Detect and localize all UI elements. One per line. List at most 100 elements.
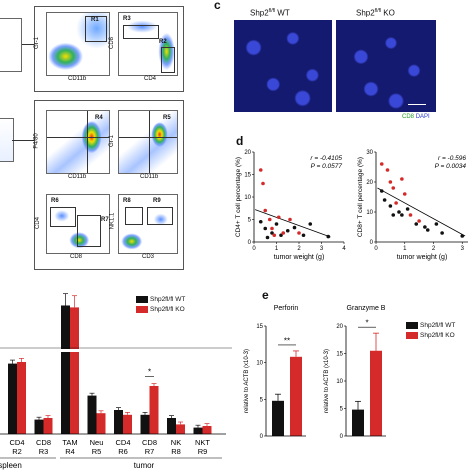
legend-swatch-ko: [406, 332, 418, 339]
gate-label: R3: [123, 16, 131, 22]
gate-label: R4: [95, 115, 103, 121]
gate-r9[interactable]: [147, 207, 173, 225]
gate-label: R8: [123, 198, 131, 204]
data-point-wt: [388, 204, 393, 208]
significance-mark: *: [365, 319, 368, 328]
if-image-ko: [336, 20, 436, 112]
legend-label-wt: Shp2fl/fl WT: [150, 296, 186, 303]
data-point-ko: [297, 231, 301, 235]
gate-r8[interactable]: [125, 207, 143, 225]
gate-r6[interactable]: [50, 207, 76, 227]
bar-ko: [370, 350, 382, 436]
axis-label: CD11b: [68, 76, 87, 82]
gate-r2[interactable]: [161, 47, 175, 73]
y-tick-label: 5: [340, 407, 344, 413]
gate-r3[interactable]: [123, 25, 159, 39]
data-point-wt: [279, 233, 283, 238]
stat-r: r = -0.596: [438, 155, 466, 162]
gate-r1[interactable]: [85, 16, 107, 42]
y-tick-label: 15: [336, 352, 343, 358]
legend-label-ko: Shp2fl/fl KO: [420, 332, 455, 339]
panel-c-title-ko: Shp2fl/fl KO: [356, 8, 395, 18]
y-tick-label: 5: [260, 397, 264, 403]
category-region: R8: [171, 447, 181, 456]
y-tick-label: 10: [256, 361, 263, 367]
x-tick-label: 3: [320, 246, 324, 252]
x-tick-label: 2: [432, 246, 436, 252]
gate-r7[interactable]: [77, 215, 101, 247]
bar-ko: [123, 414, 132, 434]
y-tick-label: 15: [244, 173, 251, 179]
bar-wt: [8, 363, 17, 434]
data-point-wt: [301, 233, 306, 238]
data-point-ko: [391, 186, 396, 190]
data-point-wt: [265, 235, 270, 240]
legend-e: Shp2fl/fl WT Shp2fl/fl KO: [406, 322, 455, 339]
data-point-wt: [440, 231, 444, 235]
regression-line: [377, 187, 466, 237]
bar-wt: [272, 400, 284, 436]
data-point-wt: [414, 222, 419, 226]
scale-bar: [408, 104, 426, 105]
legend-e-wt: Shp2fl/fl WT: [406, 322, 455, 329]
category-label: CD4: [9, 438, 24, 447]
y-tick-label: 20: [336, 324, 343, 330]
quadrant-line-v: [149, 111, 150, 173]
flow-plot-6: R8 R9: [118, 194, 178, 254]
data-point-ko: [402, 192, 407, 196]
y-axis-title: relative to ACTB (x10-3): [324, 349, 330, 413]
axis-label: CD3: [142, 254, 155, 260]
y-axis-title: CD8+ T cell percentage (%): [357, 157, 364, 237]
data-point-wt: [423, 225, 427, 229]
gating-arrow-2: [12, 140, 36, 141]
flow-plot-1: R1: [46, 12, 110, 76]
data-point-ko: [281, 231, 286, 235]
bar-ko: [17, 362, 26, 434]
category-region: R7: [145, 447, 155, 456]
significance-mark: *: [148, 367, 151, 376]
category-label: Neu: [90, 438, 104, 447]
data-point-wt: [258, 219, 263, 224]
flow-plot-2: R3 R2: [118, 12, 178, 76]
data-point-wt: [425, 228, 430, 232]
data-point-ko: [267, 217, 272, 222]
data-point-ko: [261, 181, 265, 186]
gate-label: R6: [51, 198, 59, 204]
x-tick-label: 1: [275, 246, 279, 252]
data-point-ko: [379, 162, 384, 166]
bar-granzyme: Granzyme B 0 5 10 15 20 relative to ACTB (x10-…: [324, 305, 386, 440]
y-tick-label: 0: [260, 434, 264, 440]
stain-dapi-label: DAPI: [415, 114, 430, 120]
data-point-wt: [382, 198, 387, 202]
data-point-wt: [460, 234, 465, 238]
data-point-wt: [434, 222, 439, 226]
x-tick-label: 1: [403, 246, 407, 252]
data-point-ko: [388, 180, 393, 184]
y-tick-label: 10: [366, 210, 373, 216]
group-label-spleen: spleen: [0, 461, 22, 470]
bar-ko: [202, 426, 212, 434]
legend-swatch-wt: [136, 296, 148, 303]
if-image-wt: [234, 20, 332, 112]
y-tick-label: 30: [366, 150, 373, 156]
bar-wt: [87, 395, 97, 434]
y-tick-label: 20: [244, 150, 251, 156]
data-point-ko: [272, 233, 277, 238]
category-label: NKT: [195, 438, 210, 447]
data-point-wt: [405, 207, 410, 211]
data-point-wt: [397, 210, 401, 214]
y-tick-label: 0: [340, 434, 344, 440]
gating-source-box-top: [0, 18, 22, 72]
axis-label: CD8: [109, 36, 116, 50]
category-label: CD4: [115, 438, 130, 447]
data-point-wt: [400, 213, 404, 217]
category-label: NK: [171, 438, 181, 447]
axis-label: CD8: [70, 254, 83, 260]
category-label: CD8: [142, 438, 157, 447]
data-point-ko: [394, 201, 398, 205]
bar-wt: [61, 305, 70, 434]
stain-cd8-label: CD8: [402, 114, 415, 120]
legend-bar-ko: Shp2fl/fl KO: [136, 306, 185, 313]
panel-letter-c: c: [214, 0, 221, 12]
data-point-wt: [308, 222, 313, 226]
